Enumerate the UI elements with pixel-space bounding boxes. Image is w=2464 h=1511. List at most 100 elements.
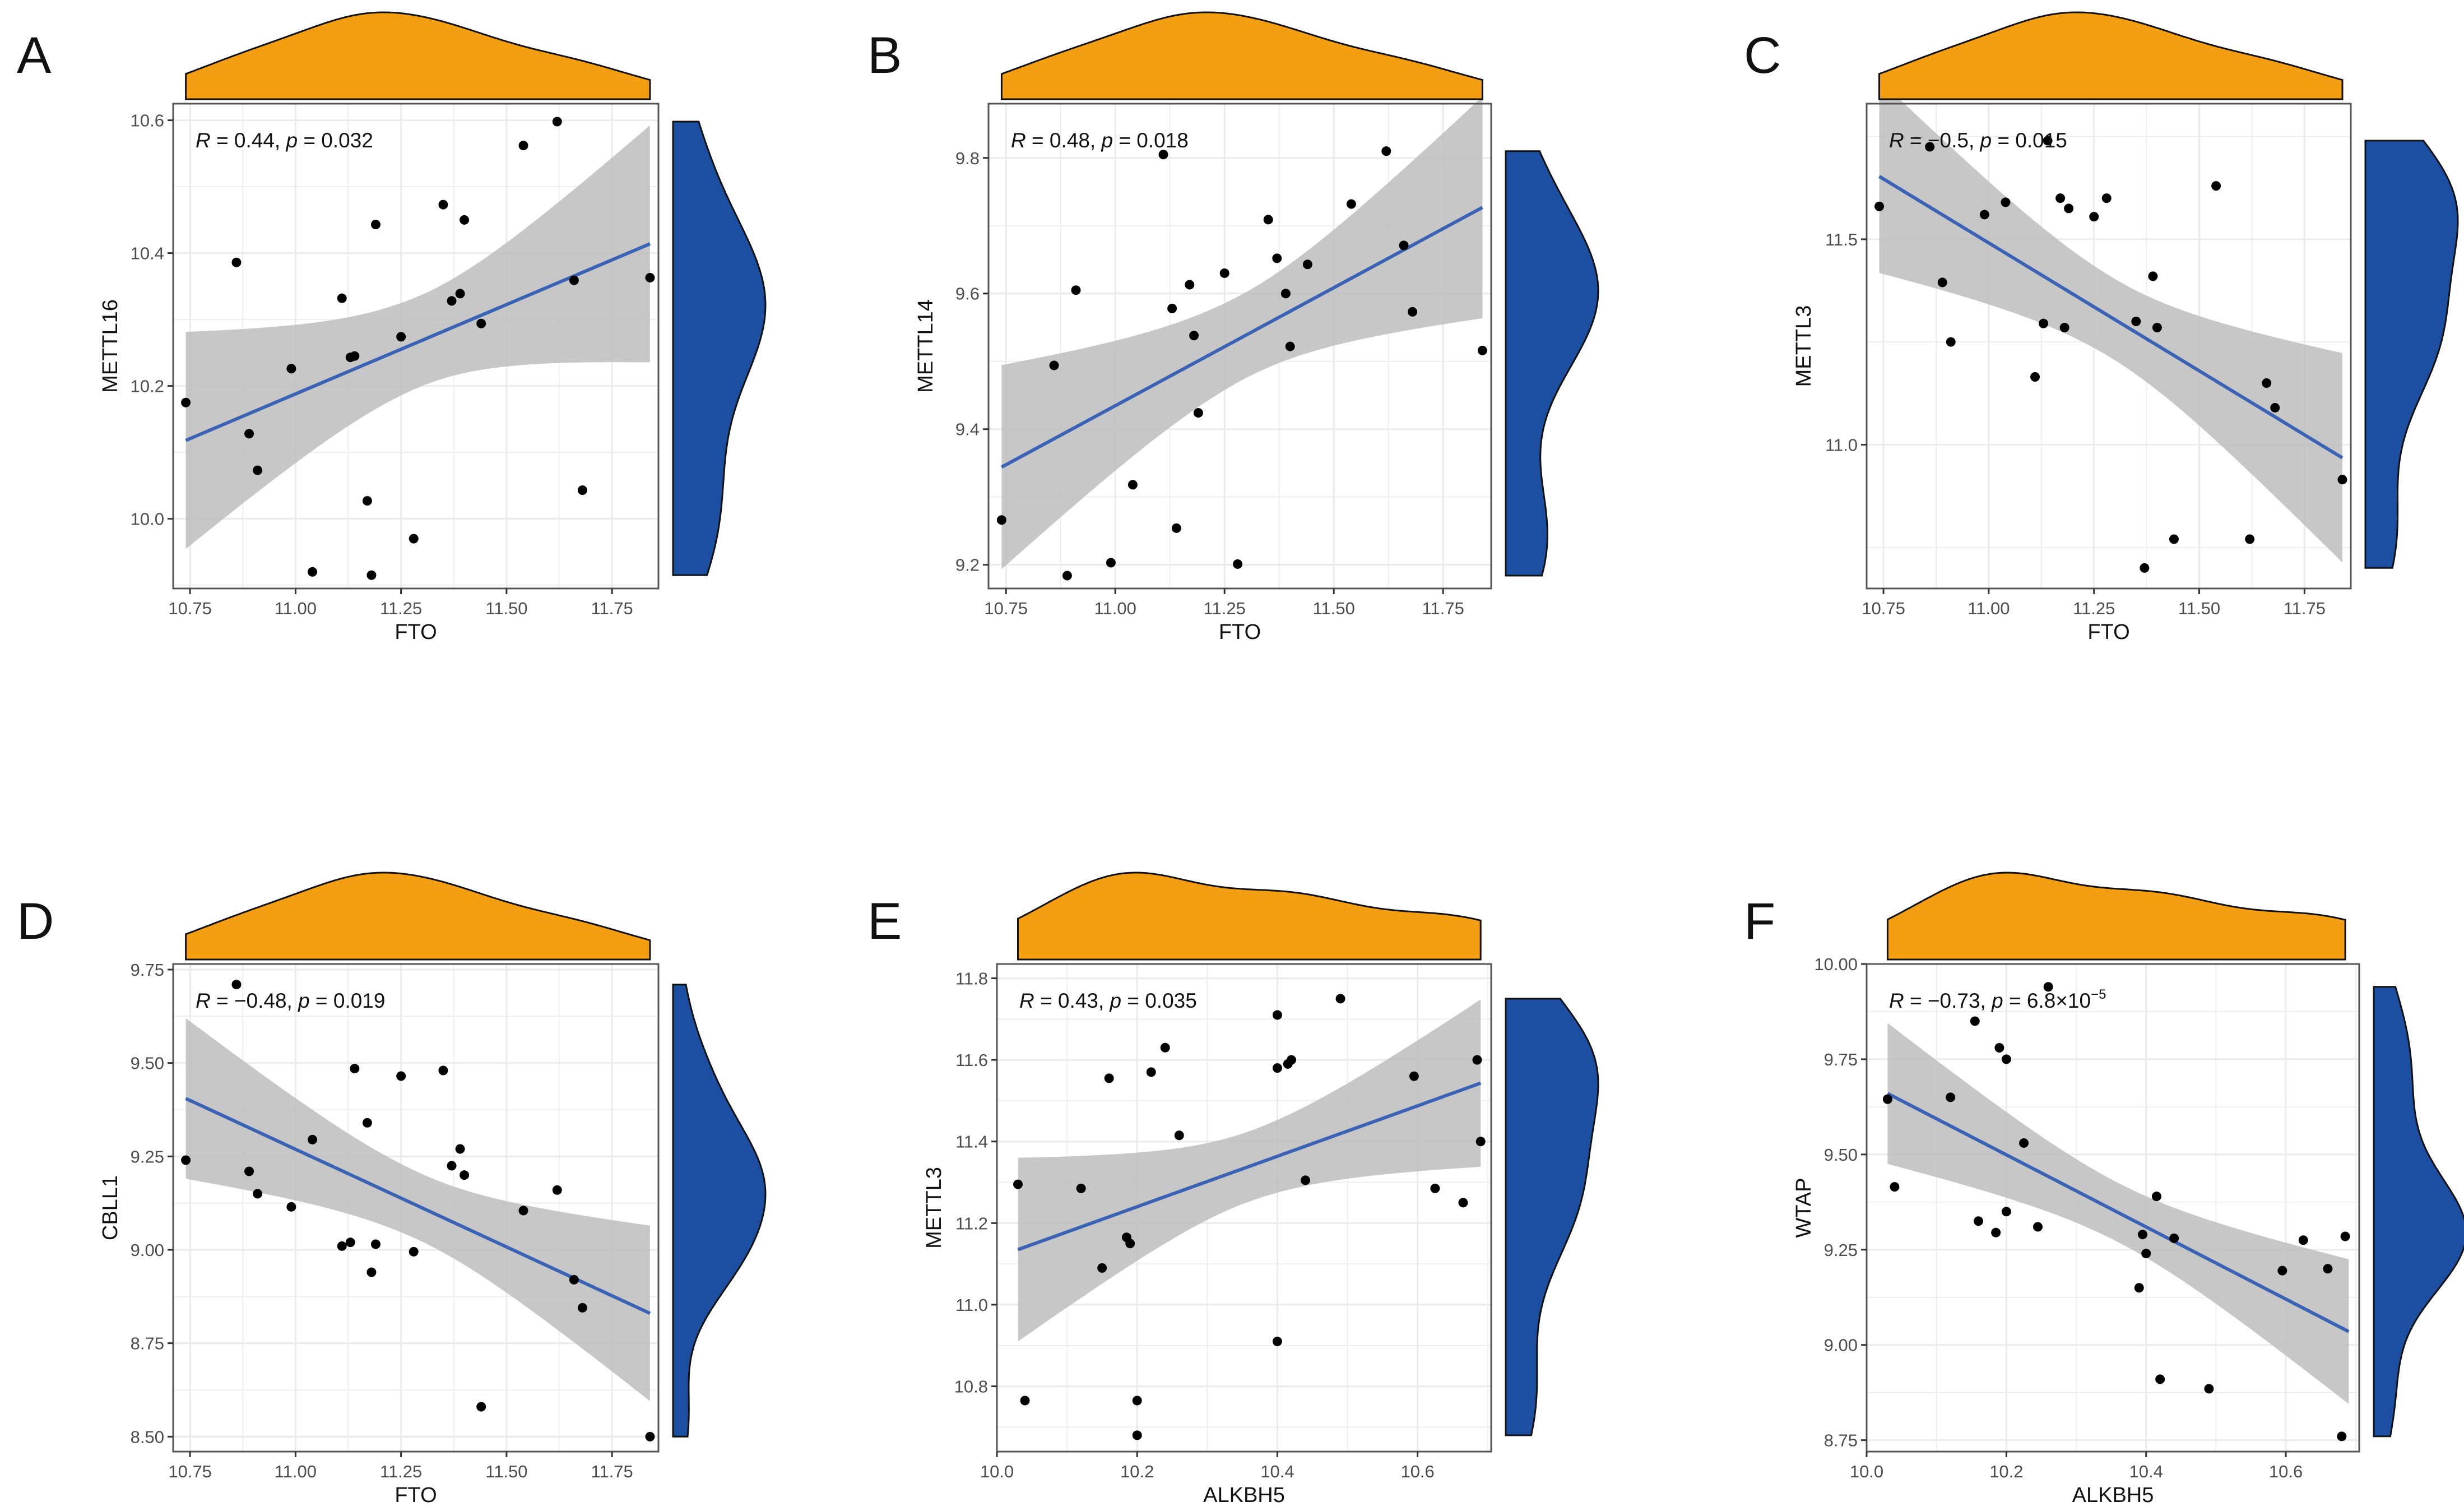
- x-tick-label: 11.00: [1094, 599, 1136, 618]
- x-marginal-density: [185, 11, 651, 100]
- x-tick-label: 11.25: [1204, 599, 1246, 618]
- data-point: [1335, 994, 1345, 1004]
- data-point: [1874, 201, 1885, 211]
- stat-r-value: = 0.44,: [211, 129, 286, 152]
- data-point: [1189, 331, 1199, 341]
- y-tick-label: 9.00: [1824, 1336, 1858, 1355]
- x-tick-label: 11.25: [2073, 599, 2115, 618]
- data-point: [1104, 1073, 1114, 1083]
- data-point: [1132, 1396, 1142, 1406]
- x-marginal-density: [1878, 11, 2344, 100]
- data-point: [2340, 1231, 2350, 1241]
- data-point: [552, 117, 562, 127]
- y-tick-label: 9.75: [131, 960, 164, 980]
- data-point: [1049, 360, 1059, 370]
- y-tick-label: 10.4: [131, 244, 164, 263]
- data-point: [577, 485, 587, 495]
- data-point: [518, 1206, 528, 1216]
- data-point: [2277, 1266, 2287, 1276]
- y-axis-title: CBLL1: [99, 1175, 122, 1240]
- regression-line: [1017, 1081, 1482, 1252]
- stat-p-symbol: p: [298, 989, 310, 1012]
- data-point: [2337, 475, 2347, 485]
- data-point: [1272, 253, 1282, 263]
- data-point: [409, 534, 419, 544]
- data-point: [244, 1166, 254, 1176]
- x-tick-label: 11.00: [1968, 599, 2010, 618]
- data-point: [345, 1237, 355, 1248]
- x-axis-title: FTO: [1219, 620, 1261, 644]
- data-point: [1272, 1063, 1282, 1073]
- data-point: [286, 364, 296, 374]
- data-point: [518, 141, 528, 151]
- data-point: [2270, 402, 2280, 412]
- stat-p-exponent: −5: [2091, 987, 2106, 1002]
- stat-annotation: R = 0.48, p = 0.018: [1011, 129, 1189, 152]
- x-tick-label: 10.0: [980, 1462, 1014, 1481]
- y-tick-label: 9.25: [131, 1147, 164, 1166]
- data-point: [308, 1134, 318, 1144]
- data-point: [231, 257, 242, 267]
- x-marginal-density: [1886, 872, 2346, 961]
- y-axis-title: METTL16: [99, 299, 122, 393]
- data-point: [2089, 212, 2099, 222]
- x-axis-title: FTO: [395, 1484, 437, 1507]
- y-axis-title: METTL14: [914, 299, 938, 393]
- stat-p-value: = 0.015: [1992, 129, 2067, 152]
- data-point: [2211, 181, 2221, 191]
- stat-p-symbol: p: [1101, 129, 1113, 152]
- data-point: [366, 1267, 377, 1277]
- x-marginal-density: [185, 872, 651, 961]
- y-tick-label: 9.8: [955, 149, 980, 168]
- y-tick-label: 9.75: [1824, 1050, 1858, 1069]
- data-point: [1174, 1130, 1184, 1141]
- panel-c: C 10.75 11.00 11.25 11.50 11.75 11.0 11.5 FTO MET…: [1744, 11, 2459, 644]
- panel-b: B 10.75 11.00 11.25 11.50 11.75 9.2 9.4 9.6 9.8 FT…: [867, 11, 1599, 644]
- data-point: [1890, 1182, 1900, 1192]
- y-tick-label: 9.2: [955, 555, 980, 575]
- data-point: [2055, 193, 2066, 203]
- y-tick-label: 9.6: [955, 284, 980, 304]
- stat-annotation: R = −0.73, p = 6.8×10−5: [1889, 987, 2106, 1012]
- data-point: [1946, 1092, 1956, 1102]
- y-tick-label: 9.50: [131, 1054, 164, 1073]
- data-point: [569, 275, 579, 285]
- data-point: [569, 1274, 579, 1285]
- x-tick-label: 10.6: [1400, 1462, 1434, 1481]
- data-point: [438, 1065, 448, 1076]
- data-point: [460, 1170, 470, 1180]
- y-marginal-density: [2373, 986, 2464, 1438]
- y-tick-label: 9.25: [1824, 1240, 1858, 1260]
- data-point: [2001, 197, 2011, 207]
- stat-annotation: R = −0.5, p = 0.015: [1889, 129, 2067, 152]
- data-point: [645, 272, 655, 282]
- data-point: [1013, 1179, 1023, 1189]
- data-point: [2323, 1264, 2333, 1274]
- stat-annotation: R = 0.44, p = 0.032: [196, 129, 373, 152]
- regression-line: [1878, 175, 2344, 460]
- data-point: [1994, 1043, 2004, 1053]
- data-point: [2169, 1233, 2179, 1243]
- x-marginal-density: [1017, 872, 1482, 961]
- data-point: [1106, 558, 1116, 568]
- data-point: [2001, 1207, 2011, 1217]
- data-point: [438, 200, 448, 210]
- x-axis-title: FTO: [2087, 620, 2129, 644]
- data-point: [1132, 1430, 1142, 1440]
- y-tick-label: 9.50: [1824, 1145, 1858, 1165]
- data-point: [362, 496, 372, 506]
- x-tick-label: 10.4: [2129, 1462, 2163, 1481]
- data-point: [1071, 285, 1081, 295]
- confidence-band: [1879, 80, 2342, 563]
- data-point: [447, 296, 457, 306]
- data-point: [286, 1202, 296, 1212]
- data-point: [350, 351, 360, 361]
- data-point: [1062, 571, 1072, 581]
- confidence-band: [185, 125, 650, 549]
- x-tick-label: 10.2: [1120, 1462, 1154, 1481]
- data-point: [2059, 323, 2069, 333]
- panel-f: F 10.0 10.2 10.4 10.6 8.75 9.00 9.25 9.50 9.75 10.…: [1744, 872, 2464, 1507]
- data-point: [1158, 150, 1168, 160]
- stat-r-value: = −0.73,: [1904, 989, 1992, 1012]
- data-point: [1346, 199, 1356, 209]
